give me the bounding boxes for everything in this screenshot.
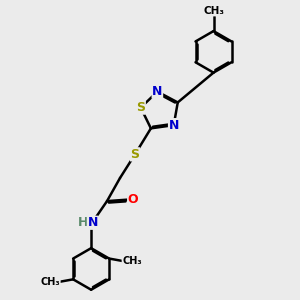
Text: N: N [169,118,179,132]
Text: N: N [87,216,98,229]
Text: H: H [78,216,88,229]
Text: CH₃: CH₃ [122,256,142,266]
Text: CH₃: CH₃ [40,277,60,287]
Text: S: S [130,148,140,161]
Text: N: N [152,85,163,98]
Text: S: S [136,101,145,114]
Text: O: O [128,193,138,206]
Text: CH₃: CH₃ [203,6,224,16]
